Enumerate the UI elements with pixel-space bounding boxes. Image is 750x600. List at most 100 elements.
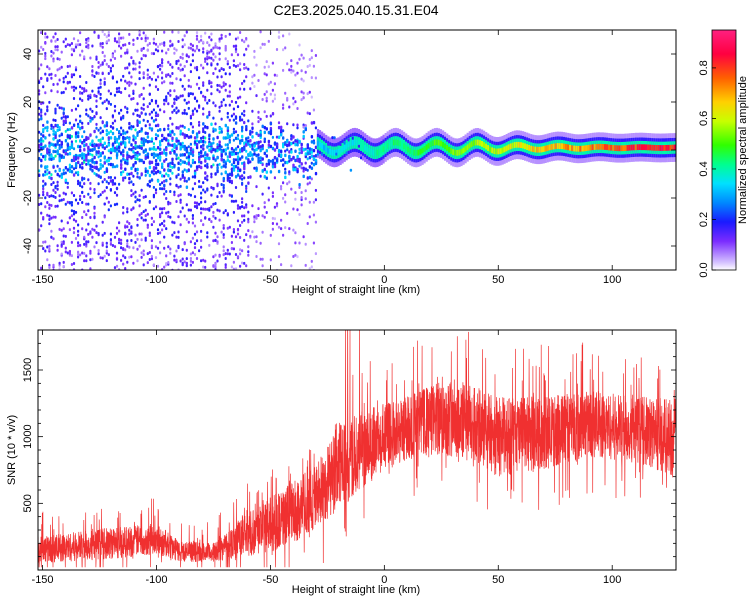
heatmap-cell	[314, 171, 318, 176]
heatmap-cell	[70, 42, 73, 45]
heatmap-cell	[251, 135, 254, 139]
heatmap-cell	[437, 139, 441, 146]
heatmap-cell	[134, 62, 137, 66]
heatmap-cell	[585, 145, 588, 151]
heatmap-cell	[292, 255, 295, 258]
heatmap-cell	[446, 145, 449, 151]
heatmap-cell	[163, 98, 166, 102]
heatmap-cell	[173, 47, 176, 51]
heatmap-cell	[42, 128, 45, 132]
heatmap-cell	[177, 126, 180, 130]
heatmap-cell	[343, 144, 346, 151]
heatmap-cell	[185, 261, 188, 265]
heatmap-cell	[68, 134, 72, 138]
heatmap-cell	[226, 94, 229, 98]
heatmap-cell	[224, 34, 227, 38]
heatmap-cell	[241, 118, 244, 122]
heatmap-cell	[275, 74, 279, 78]
heatmap-cell	[56, 48, 59, 52]
heatmap-cell	[241, 161, 244, 165]
heatmap-x-tick-label: -150	[32, 274, 54, 286]
heatmap-cell	[499, 148, 502, 154]
heatmap-cell	[85, 213, 88, 217]
heatmap-cell	[58, 227, 61, 231]
heatmap-cell	[202, 66, 205, 70]
heatmap-cell	[245, 205, 248, 209]
heatmap-cell	[175, 157, 178, 161]
heatmap-cell	[230, 100, 233, 103]
heatmap-cell	[56, 38, 59, 41]
heatmap-cell	[152, 142, 155, 146]
heatmap-cell	[251, 122, 254, 126]
heatmap-cell	[310, 259, 313, 263]
heatmap-cell	[593, 144, 596, 150]
heatmap-cell	[245, 203, 248, 207]
heatmap-cell	[388, 141, 391, 148]
heatmap-cell	[48, 195, 51, 198]
heatmap-cell	[169, 215, 172, 219]
heatmap-cell	[173, 108, 176, 112]
heatmap-cell	[138, 244, 141, 248]
heatmap-cell	[442, 141, 445, 148]
heatmap-cell	[138, 213, 141, 217]
heatmap-cell	[232, 152, 235, 156]
heatmap-cell	[42, 139, 45, 143]
heatmap-cell	[265, 99, 268, 103]
heatmap-cell	[222, 98, 225, 102]
heatmap-cell	[60, 145, 63, 149]
heatmap-cell	[89, 231, 92, 235]
heatmap-cell	[200, 191, 203, 195]
heatmap-cell	[548, 144, 551, 151]
heatmap-cell	[308, 112, 311, 116]
heatmap-cell	[128, 71, 131, 75]
heatmap-cell	[175, 200, 178, 203]
heatmap-cell	[220, 36, 223, 40]
heatmap-cell	[232, 138, 235, 142]
heatmap-cell	[54, 185, 57, 188]
heatmap-cell	[167, 173, 170, 178]
heatmap-cell	[191, 175, 194, 179]
heatmap-cell	[50, 50, 53, 53]
heatmap-cell	[163, 80, 166, 84]
heatmap-cell	[138, 31, 141, 34]
heatmap-cell	[208, 35, 211, 39]
heatmap-cell	[181, 67, 184, 71]
heatmap-cell	[44, 196, 47, 200]
heatmap-cell	[154, 153, 158, 157]
heatmap-cell	[294, 197, 297, 201]
heatmap-cell	[183, 133, 186, 137]
heatmap-cell	[138, 114, 141, 118]
heatmap-cell	[202, 107, 205, 111]
heatmap-cell	[97, 174, 100, 178]
heatmap-cell	[87, 43, 90, 47]
heatmap-cell	[216, 83, 219, 87]
heatmap-cell	[374, 150, 377, 156]
heatmap-cell	[193, 205, 197, 208]
heatmap-cell	[156, 75, 160, 79]
heatmap-cell	[542, 146, 545, 152]
heatmap-cell	[517, 141, 521, 148]
heatmap-cell	[58, 67, 61, 71]
heatmap-cell	[286, 96, 289, 100]
heatmap-cell	[208, 43, 211, 47]
heatmap-cell	[177, 30, 180, 34]
heatmap-cell	[91, 65, 94, 68]
heatmap-cell	[122, 247, 125, 250]
heatmap-cell	[247, 250, 250, 254]
heatmap-cell	[134, 200, 137, 204]
heatmap-cell	[206, 101, 209, 105]
heatmap-cell	[130, 56, 133, 60]
heatmap-cell	[245, 184, 248, 188]
heatmap-cell	[128, 181, 131, 185]
heatmap-cell	[165, 262, 168, 265]
heatmap-cell	[113, 191, 117, 195]
heatmap-cell	[128, 245, 131, 249]
heatmap-cell	[236, 36, 240, 40]
heatmap-cell	[216, 75, 219, 79]
heatmap-cell	[50, 176, 53, 181]
heatmap-cell	[46, 125, 49, 130]
heatmap-cell	[97, 71, 100, 75]
heatmap-cell	[120, 163, 123, 167]
heatmap-cell	[146, 223, 149, 227]
heatmap-cell	[224, 123, 227, 128]
